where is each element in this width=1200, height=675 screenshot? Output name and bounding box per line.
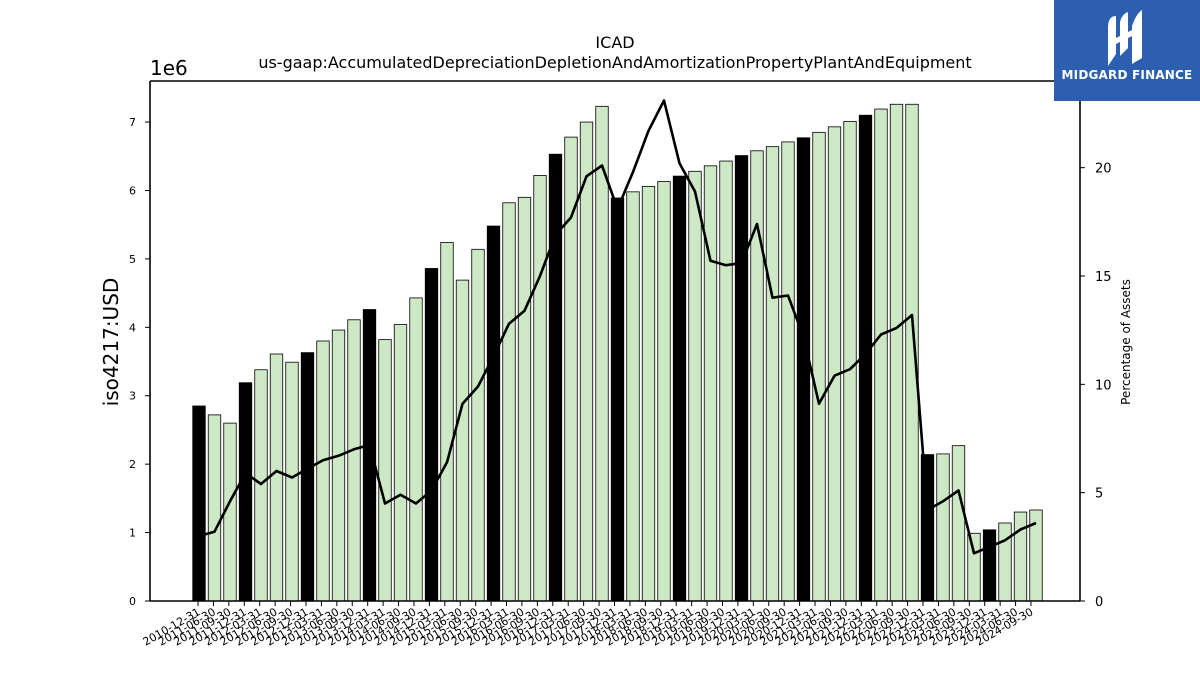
bar: [455, 279, 470, 602]
bar: [827, 126, 842, 602]
bar: [486, 225, 501, 602]
bar: [936, 453, 950, 602]
chart-subtitle: us-gaap:AccumulatedDepreciationDepletion…: [258, 53, 971, 72]
y2-axis-ticks: 0 5 10 15 20: [1080, 162, 1112, 610]
y-axis-label: iso4217:USD: [99, 278, 123, 407]
bar: [626, 191, 640, 602]
series-line: [198, 99, 1037, 555]
bar: [734, 155, 749, 602]
bar: [967, 532, 981, 602]
bar: [316, 340, 330, 602]
bar: [781, 141, 795, 602]
y-tick-label: 1: [129, 527, 136, 540]
bar: [982, 529, 997, 602]
y-tick-label: 0: [129, 595, 136, 608]
y2-tick-label: 20: [1095, 162, 1112, 177]
y-tick-label: 6: [129, 184, 136, 197]
y-tick-label: 7: [129, 116, 136, 129]
bar: [750, 150, 764, 602]
bar: [889, 103, 904, 602]
y-tick-label: 3: [129, 390, 136, 403]
y2-tick-label: 15: [1095, 270, 1112, 285]
bar: [765, 146, 780, 602]
bar: [254, 369, 268, 602]
y2-tick-label: 0: [1095, 595, 1103, 610]
bar: [579, 121, 594, 602]
bar: [533, 175, 547, 602]
y2-axis-label: Percentage of Assets: [1119, 279, 1133, 405]
bar: [517, 196, 532, 602]
bar: [905, 103, 919, 602]
y-axis-offset-label: 1e6: [150, 56, 188, 80]
bar: [951, 445, 966, 602]
bar: [269, 353, 284, 602]
y-axis-ticks: 0 1 2 3 4 5 6 7: [129, 116, 150, 608]
bar: [238, 382, 253, 602]
bar: [610, 197, 625, 602]
bar: [812, 131, 826, 602]
brand-name: MIDGARD FINANCE: [1061, 68, 1193, 82]
bar: [424, 268, 439, 602]
brand-logo: MIDGARD FINANCE: [1054, 0, 1200, 101]
bar: [409, 297, 423, 602]
bar: [378, 339, 392, 602]
bar: [362, 309, 377, 602]
brand-mark-icon: [1108, 10, 1142, 66]
x-axis-ticks: 2010-12-312011-06-302011-09-302011-12-31…: [141, 601, 1036, 649]
bar: [703, 165, 718, 602]
bar: [998, 522, 1012, 602]
bar: [1013, 511, 1028, 602]
bar: [285, 361, 299, 602]
bar: [502, 202, 516, 602]
y-tick-label: 2: [129, 458, 136, 471]
bar: [331, 329, 346, 602]
bar: [440, 242, 454, 602]
bar: [843, 120, 857, 602]
bar: [471, 248, 485, 602]
y2-tick-label: 10: [1095, 378, 1112, 393]
bar: [393, 324, 408, 602]
y-tick-label: 5: [129, 253, 136, 266]
bar: [796, 137, 811, 602]
bar: [719, 160, 733, 602]
bar: [920, 454, 935, 602]
bar: [657, 181, 671, 602]
chart-title: ICAD: [595, 33, 634, 52]
bar: [688, 170, 702, 602]
bar: [874, 108, 888, 602]
bar: [207, 414, 222, 602]
bar: [641, 185, 656, 602]
bar: [347, 319, 361, 602]
line-series: [198, 99, 1037, 555]
y2-tick-label: 5: [1095, 487, 1103, 502]
y-tick-label: 4: [129, 321, 136, 334]
bar: [548, 153, 563, 602]
bar: [672, 175, 687, 602]
bar: [192, 405, 206, 602]
bar: [300, 352, 315, 602]
